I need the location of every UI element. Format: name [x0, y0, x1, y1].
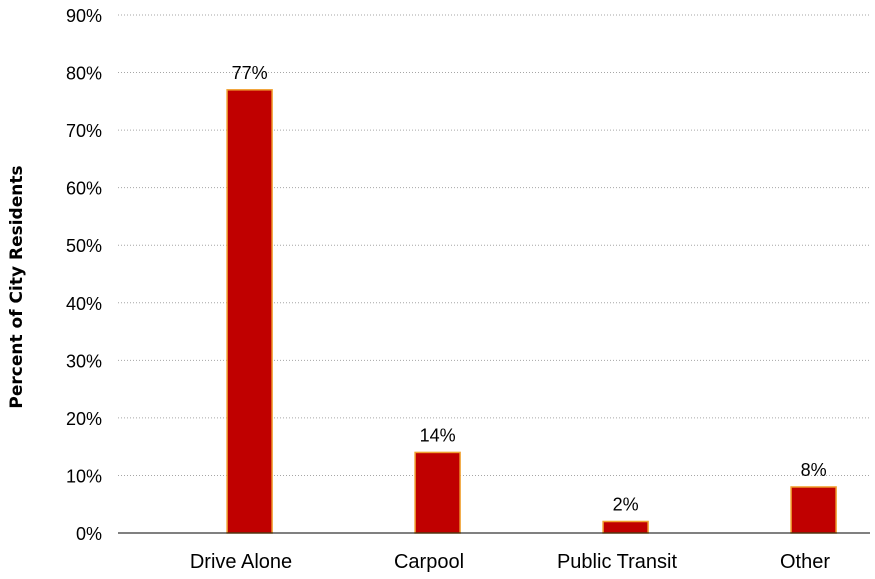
x-category-label: Public Transit: [557, 551, 677, 573]
x-category-label: Drive Alone: [190, 551, 292, 573]
bar: [602, 520, 649, 534]
y-axis-ticks: 0% 10% 20% 30% 40% 50% 60% 70% 80% 90%: [66, 6, 102, 544]
data-label: 8%: [801, 460, 827, 480]
y-tick-label: 80%: [66, 64, 102, 84]
y-tick-label: 60%: [66, 179, 102, 199]
x-category-label: Other: [780, 551, 830, 573]
x-axis-categories: Drive Alone Carpool Public Transit Other: [190, 551, 830, 573]
data-label: 14%: [420, 425, 456, 445]
y-tick-label: 30%: [66, 351, 102, 371]
y-axis-title: Percent of City Residents: [7, 165, 27, 408]
y-tick-label: 0%: [76, 524, 102, 544]
y-tick-label: 10%: [66, 466, 102, 486]
y-tick-label: 40%: [66, 294, 102, 314]
y-tick-label: 70%: [66, 121, 102, 141]
y-tick-label: 50%: [66, 236, 102, 256]
bars: [226, 89, 837, 534]
data-label: 2%: [613, 494, 639, 514]
data-label: 77%: [232, 63, 268, 83]
bar: [226, 89, 273, 534]
y-tick-label: 20%: [66, 409, 102, 429]
x-category-label: Carpool: [394, 551, 464, 573]
y-tick-label: 90%: [66, 6, 102, 26]
data-labels: 77% 14% 2% 8%: [232, 63, 827, 515]
bar: [790, 486, 837, 534]
bar: [414, 451, 461, 534]
